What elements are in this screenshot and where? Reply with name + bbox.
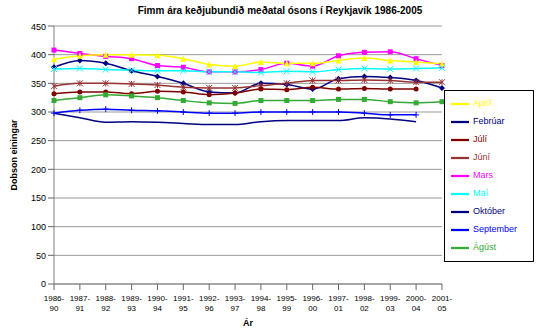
svg-text:1989-93: 1989-93 bbox=[121, 294, 142, 313]
svg-text:Dobson einingar: Dobson einingar bbox=[9, 119, 19, 191]
svg-text:450: 450 bbox=[31, 22, 46, 32]
html-text:Júní: Júní bbox=[473, 152, 490, 163]
html-text:Maí: Maí bbox=[473, 188, 488, 199]
svg-text:1995-99: 1995-99 bbox=[277, 294, 298, 313]
svg-text:1998-02: 1998-02 bbox=[354, 294, 375, 313]
svg-text:0: 0 bbox=[41, 279, 46, 289]
svg-text:50: 50 bbox=[36, 251, 46, 261]
html-text:Ágúst: Ágúst bbox=[473, 242, 496, 253]
html-text:Febrúar: Febrúar bbox=[473, 116, 505, 127]
svg-text:1999-03: 1999-03 bbox=[380, 294, 401, 313]
svg-text:2001-05: 2001-05 bbox=[432, 294, 453, 313]
html-text:Mars: Mars bbox=[473, 170, 493, 181]
svg-text:350: 350 bbox=[31, 79, 46, 89]
svg-text:300: 300 bbox=[31, 107, 46, 117]
svg-text:1996-00: 1996-00 bbox=[302, 294, 323, 313]
svg-text:250: 250 bbox=[31, 136, 46, 146]
html-text:Apríl: Apríl bbox=[473, 98, 492, 109]
html-text:Fimm ára keðjubundið meðatal ó: Fimm ára keðjubundið meðatal ósons í Rey… bbox=[137, 5, 423, 16]
svg-text:1990-94: 1990-94 bbox=[147, 294, 168, 313]
svg-text:1997-01: 1997-01 bbox=[328, 294, 349, 313]
html-text:September: September bbox=[473, 224, 517, 235]
html-text:Október: Október bbox=[473, 206, 505, 217]
svg-text:1986-90: 1986-90 bbox=[44, 294, 65, 313]
html-text:Júlí: Júlí bbox=[473, 134, 487, 145]
svg-text:400: 400 bbox=[31, 50, 46, 60]
svg-text:1993-97: 1993-97 bbox=[225, 294, 246, 313]
svg-text:1988-92: 1988-92 bbox=[95, 294, 116, 313]
svg-text:2000-04: 2000-04 bbox=[406, 294, 427, 313]
svg-text:1992-96: 1992-96 bbox=[199, 294, 220, 313]
svg-text:150: 150 bbox=[31, 193, 46, 203]
svg-text:100: 100 bbox=[31, 222, 46, 232]
svg-text:1994-98: 1994-98 bbox=[251, 294, 272, 313]
svg-text:1987-91: 1987-91 bbox=[70, 294, 91, 313]
svg-text:Ár: Ár bbox=[243, 318, 253, 328]
svg-text:200: 200 bbox=[31, 165, 46, 175]
svg-text:1991-95: 1991-95 bbox=[173, 294, 194, 313]
